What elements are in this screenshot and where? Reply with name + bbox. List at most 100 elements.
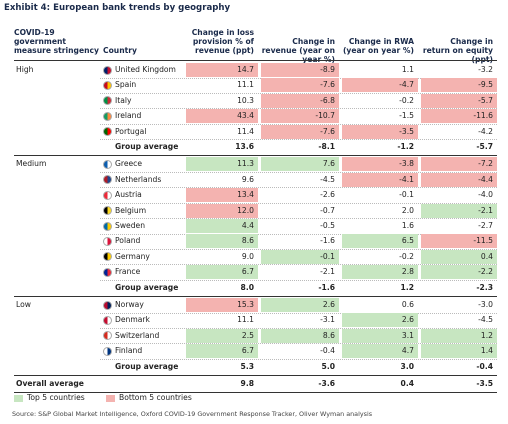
row-rule	[100, 264, 497, 266]
country: France	[115, 267, 141, 277]
value-cell: -5.7	[476, 142, 493, 151]
value-cell: 9.6	[241, 174, 254, 184]
value-cell: 2.5	[186, 328, 258, 343]
value-cell: 5.3	[240, 361, 254, 371]
source: Source: S&P Global Market Intelligence, …	[12, 410, 373, 418]
row-rule	[100, 92, 497, 94]
value-cell: -0.5	[320, 221, 335, 230]
value-cell: -1.2	[397, 142, 414, 151]
value-cell: 8.6	[186, 234, 258, 249]
value-cell: 3.1	[342, 328, 418, 343]
rule	[14, 295, 497, 297]
value-cell: -4.5	[320, 174, 335, 184]
flag-icon	[103, 331, 112, 341]
value-cell: -3.2	[478, 65, 493, 74]
country: United Kingdom	[115, 65, 176, 74]
group-label: Low	[16, 300, 31, 309]
flag-icon	[103, 159, 112, 169]
country: Italy	[115, 95, 132, 105]
header-cell: Change in revenue (year on year %)	[261, 37, 335, 64]
value-cell: 11.1	[237, 80, 254, 90]
row-rule	[100, 108, 497, 110]
row-rule	[100, 202, 497, 204]
value-cell: 8.6	[261, 328, 339, 343]
header-cell: Country	[103, 46, 137, 55]
flag-icon	[103, 96, 112, 106]
overall-label: Overall average	[16, 379, 84, 388]
value-cell: -4.7	[342, 78, 418, 93]
value-cell: 2.0	[401, 205, 414, 215]
value-cell: -11.6	[421, 109, 497, 124]
legend-swatch	[106, 395, 115, 402]
value-cell: 7.6	[261, 157, 339, 172]
value-cell: 2.8	[342, 265, 418, 280]
value-cell: -2.2	[421, 265, 497, 280]
country: Netherlands	[115, 174, 162, 184]
value-cell: -4.5	[478, 315, 493, 325]
flag-icon	[103, 315, 112, 325]
value-cell: 11.1	[237, 315, 254, 325]
value-cell: -0.4	[320, 346, 335, 356]
value-cell: -4.2	[478, 126, 493, 136]
value-cell: 11.4	[237, 126, 254, 136]
group-label: Medium	[16, 159, 47, 169]
value-cell: 1.2	[421, 328, 497, 343]
flag-icon	[103, 252, 112, 262]
country: Ireland	[115, 111, 142, 121]
row-rule	[100, 218, 497, 220]
flag-icon	[103, 267, 112, 277]
value-cell: 15.3	[186, 298, 258, 312]
country: Poland	[115, 236, 141, 246]
value-cell: -2.7	[478, 221, 493, 230]
country: Sweden	[115, 221, 146, 230]
row-rule	[100, 343, 497, 345]
group-label: High	[16, 65, 34, 74]
flag-icon	[103, 206, 112, 216]
country: Belgium	[115, 205, 147, 215]
header-cell: Change in return on equity (ppt)	[422, 37, 493, 64]
value-cell: 1.6	[401, 221, 414, 230]
value-cell: 1.1	[401, 65, 414, 74]
value-cell: -7.6	[261, 124, 339, 139]
row-rule	[100, 139, 497, 141]
value-cell: 10.3	[237, 95, 254, 105]
value-cell: -4.4	[421, 172, 497, 187]
legend-label: Top 5 countries	[27, 393, 85, 402]
row-rule	[100, 358, 497, 360]
value-cell: 5.0	[321, 361, 335, 371]
row-rule	[100, 233, 497, 235]
value-cell: 8.0	[240, 282, 254, 292]
value-cell: -1.5	[399, 111, 414, 121]
value-cell: 0.4	[400, 379, 414, 388]
value-cell: 4.7	[342, 344, 418, 359]
value-cell: -3.5	[476, 379, 493, 388]
flag-icon	[103, 127, 112, 137]
value-cell: -3.5	[342, 124, 418, 139]
value-cell: 1.2	[400, 282, 414, 292]
country: Austria	[115, 190, 142, 200]
country: Portugal	[115, 126, 147, 136]
value-cell: 6.5	[342, 234, 418, 249]
country: Switzerland	[115, 330, 160, 340]
flag-icon	[103, 300, 112, 310]
value-cell: 4.4	[186, 219, 258, 233]
value-cell: 3.0	[400, 361, 414, 371]
value-cell: -9.5	[421, 78, 497, 93]
row-rule	[100, 187, 497, 189]
value-cell: -3.1	[320, 315, 335, 325]
value-cell: 9.8	[240, 379, 254, 388]
group-average-label: Group average	[115, 361, 179, 371]
value-cell: 14.7	[186, 63, 258, 77]
flag-icon	[103, 65, 112, 75]
legend-label: Bottom 5 countries	[119, 393, 192, 402]
value-cell: 43.4	[186, 109, 258, 124]
value-cell: 2.6	[261, 298, 339, 312]
value-cell: -0.4	[476, 361, 493, 371]
value-cell: -2.3	[476, 282, 493, 292]
country: Spain	[115, 80, 137, 90]
flag-icon	[103, 190, 112, 200]
country: Greece	[115, 159, 143, 169]
value-cell: -3.8	[342, 157, 418, 172]
header-cell: Change in loss provision % of revenue (p…	[191, 28, 254, 55]
rule	[14, 392, 497, 393]
